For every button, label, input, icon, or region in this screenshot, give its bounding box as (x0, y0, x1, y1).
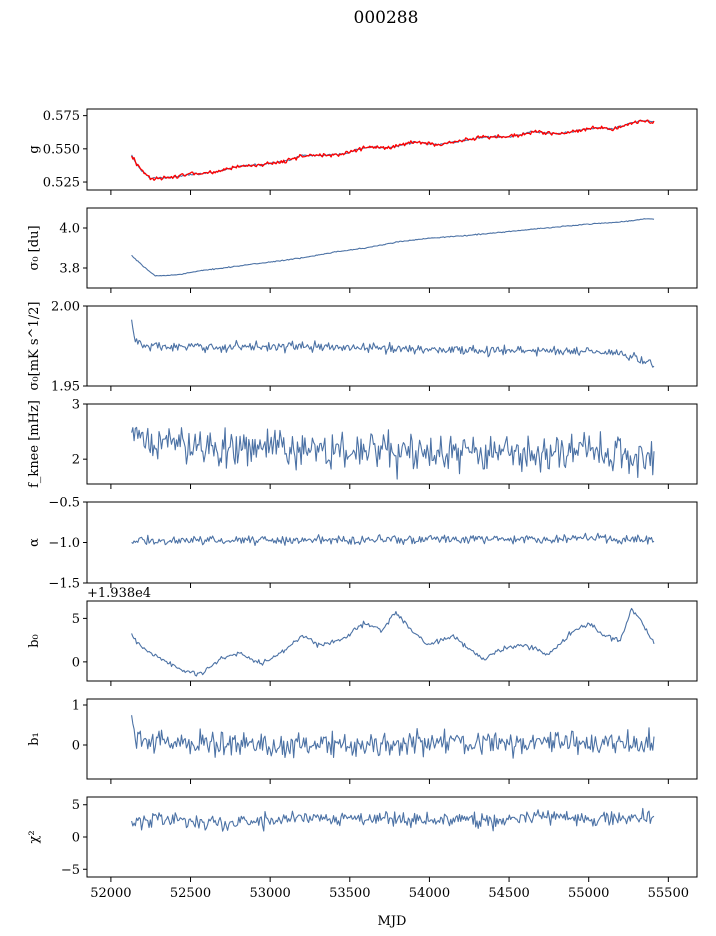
y-tick-label-sigma0_mK-0: 1.95 (51, 380, 80, 395)
y-tick-label-fknee-0: 2 (72, 453, 80, 468)
y-tick-label-g-0: 0.525 (43, 176, 80, 191)
series-line-b0-0 (131, 607, 655, 677)
series-line-g-0 (131, 119, 655, 180)
series-line-sigma0_du-0 (131, 218, 655, 277)
plot-frame-g (86, 108, 698, 191)
series-line-sigma0_mK-0 (131, 319, 655, 368)
y-tick-label-alpha-1: −1.0 (48, 536, 80, 551)
y-axis-label-sigma0_du: σ₀ [du] (27, 225, 42, 270)
y-axis-label-fknee: f_knee [mHz] (27, 400, 42, 488)
y-tick-label-g-2: 0.575 (43, 109, 80, 124)
panel-fknee: 2 3 f_knee [mHz] (27, 398, 698, 489)
x-tick-label-6: 55000 (568, 886, 609, 901)
y-tick-label-chi2-2: 5 (72, 798, 80, 813)
x-tick-label-3: 53500 (329, 886, 370, 901)
y-tick-label-chi2-0: −5 (61, 863, 80, 878)
panel-g: 0.525 0.550 0.575 g (27, 108, 698, 195)
plot-frame-sigma0_mK (86, 305, 698, 387)
series-line-chi2-0 (131, 807, 655, 832)
x-tick-label-0: 52000 (90, 886, 131, 901)
y-axis-label-chi2: χ² (27, 830, 42, 843)
y-tick-label-b1-1: 1 (72, 699, 80, 714)
y-axis-label-sigma0_mK: σ₀[mK s^1/2] (27, 302, 42, 391)
series-line-fknee-0 (131, 426, 655, 480)
y-tick-label-sigma0_mK-1: 2.00 (51, 300, 80, 315)
x-axis-label: MJD (378, 914, 407, 929)
figure-title: 000288 (354, 8, 419, 28)
y-tick-label-alpha-2: −0.5 (48, 496, 80, 511)
x-tick-label-1: 52500 (170, 886, 211, 901)
y-tick-label-b0-0: 0 (72, 655, 80, 670)
y-tick-label-b0-1: 5 (72, 612, 80, 627)
panel-sigma0_du: 3.8 4.0 σ₀ [du] (27, 207, 698, 293)
y-tick-label-sigma0_du-1: 4.0 (59, 222, 80, 237)
panel-b0: 0 5 b₀ +1.938e4 (27, 586, 698, 686)
y-tick-label-b1-0: 0 (72, 739, 80, 754)
plot-frame-chi2 (86, 796, 698, 878)
x-tick-label-2: 53000 (249, 886, 290, 901)
series-line-g-1 (130, 119, 655, 181)
panel-b1: 0 1 b₁ (27, 698, 698, 784)
plot-frame-b1 (86, 698, 698, 780)
y-axis-label-b1: b₁ (27, 732, 42, 746)
y-tick-label-sigma0_du-0: 3.8 (59, 262, 80, 277)
x-tick-label-7: 55500 (648, 886, 689, 901)
panel-alpha: −1.5 −1.0 −0.5 α (27, 496, 698, 592)
y-tick-label-alpha-0: −1.5 (48, 577, 80, 592)
x-tick-label-5: 54500 (488, 886, 529, 901)
x-tick-label-4: 54000 (409, 886, 450, 901)
plot-frame-b0 (86, 600, 698, 682)
y-axis-label-alpha: α (27, 538, 42, 547)
y-tick-label-chi2-1: 0 (72, 831, 80, 846)
series-line-alpha-0 (131, 532, 655, 546)
y-tick-label-g-1: 0.550 (43, 142, 80, 157)
y-axis-label-b0: b₀ (27, 634, 42, 648)
panel-chi2: −5 0 5 52000 52500 53000 53500 54000 54500 55000 5… (27, 796, 698, 901)
plot-frame-sigma0_du (86, 207, 698, 289)
y-tick-label-fknee-1: 3 (72, 398, 80, 413)
offset-text-b0: +1.938e4 (87, 586, 151, 601)
y-axis-label-g: g (27, 145, 42, 153)
series-line-b1-0 (131, 715, 655, 759)
plot-frame-fknee (86, 403, 698, 485)
panel-sigma0_mK: 1.95 2.00 σ₀[mK s^1/2] (27, 300, 698, 395)
